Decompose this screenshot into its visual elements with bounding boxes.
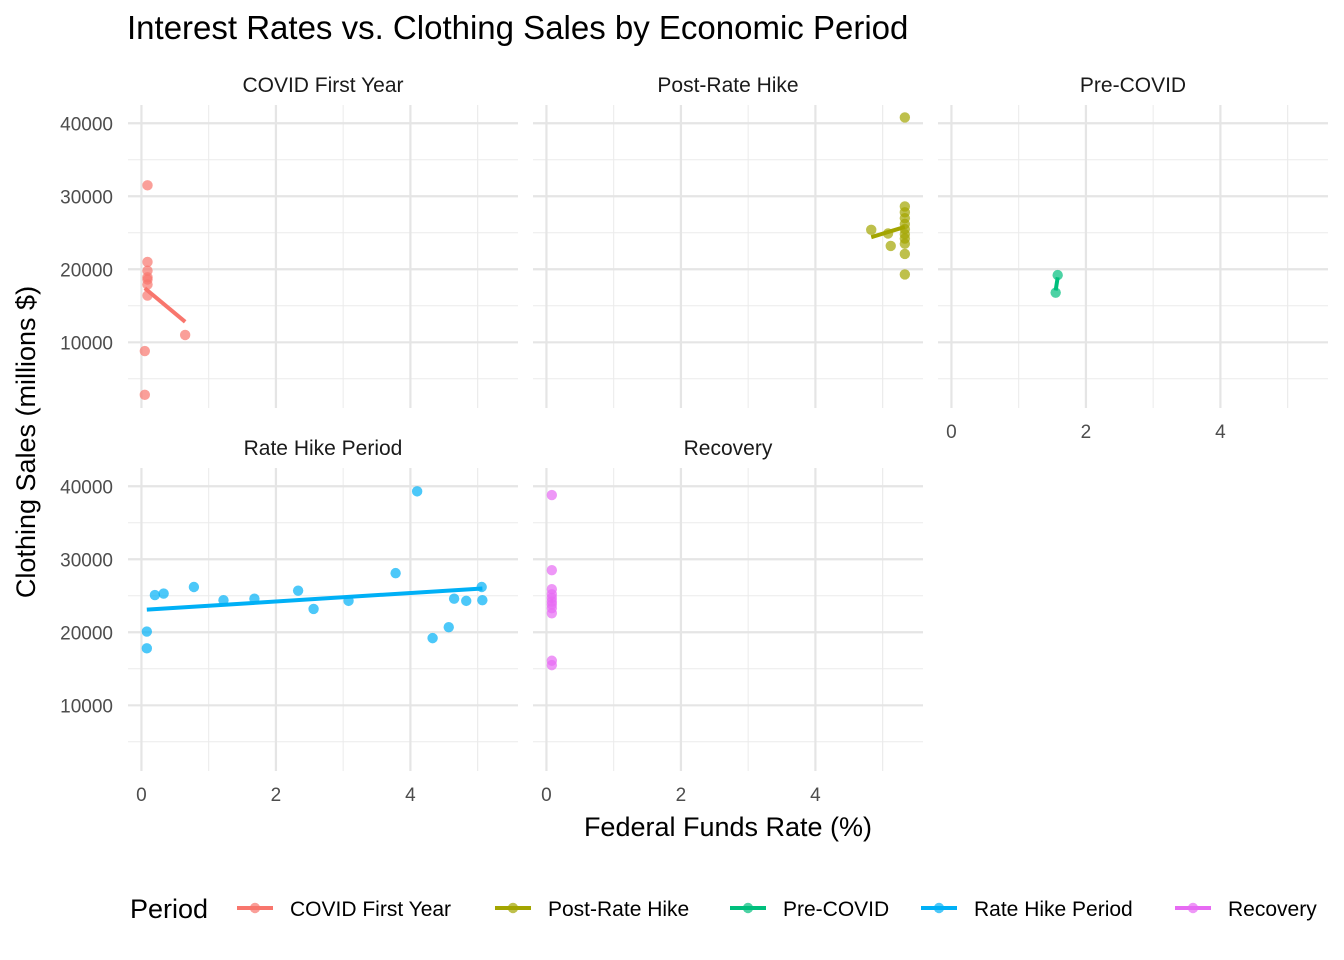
x-tick-label: 0 [946, 422, 957, 443]
data-point [899, 238, 911, 249]
x-tick-label: 4 [1215, 422, 1226, 443]
panel-pre-covid: Pre-COVID 0 2 4 [938, 74, 1328, 443]
legend-key-point [742, 902, 754, 914]
panel-post-rate-hike: Post-Rate Hike [533, 74, 923, 408]
trend-line [146, 586, 483, 612]
data-point [461, 595, 472, 607]
trend-line [870, 225, 906, 240]
panel-strip-label: Pre-COVID [1080, 74, 1186, 97]
x-axis-title: Federal Funds Rate (%) [584, 812, 872, 842]
legend-item-recovery: Recovery [1175, 898, 1317, 921]
y-tick-label: 20000 [60, 260, 113, 281]
panel-recovery: Recovery 0 2 4 [533, 437, 923, 806]
data-point [866, 224, 877, 236]
y-tick-label: 10000 [60, 333, 113, 354]
data-point [141, 643, 153, 654]
data-point [179, 329, 191, 341]
data-point [899, 269, 911, 280]
panel-rate-hike-period: Rate Hike Period 10000 20000 30000 40000 0 2 4 [60, 437, 518, 806]
data-point [546, 659, 558, 671]
data-point [292, 585, 304, 596]
y-tick-label: 20000 [60, 623, 113, 644]
data-point [139, 389, 151, 401]
panel-strip-label: Post-Rate Hike [657, 74, 798, 97]
data-point [142, 279, 153, 290]
data-point [477, 594, 488, 606]
legend-label: Post-Rate Hike [548, 898, 689, 921]
legend-key-point [1187, 902, 1199, 914]
data-point [158, 588, 169, 599]
data-point [546, 489, 558, 501]
x-tick-label: 2 [271, 785, 282, 806]
data-point [443, 621, 454, 633]
y-tick-label: 30000 [60, 550, 113, 571]
data-point [141, 626, 153, 637]
panel-strip-label: Recovery [684, 437, 773, 460]
trend-line [1053, 277, 1060, 291]
data-point [448, 593, 460, 604]
data-point [546, 565, 558, 576]
data-point [142, 180, 153, 191]
data-point [1050, 287, 1061, 298]
data-point [149, 589, 161, 601]
data-point [390, 567, 401, 579]
y-tick-label: 40000 [60, 477, 113, 498]
legend-item-post-rate-hike: Post-Rate Hike [495, 898, 689, 921]
y-tick-label: 10000 [60, 696, 113, 717]
legend-key-point [249, 902, 261, 914]
legend-label: Pre-COVID [783, 898, 889, 921]
data-point [142, 256, 153, 268]
data-point [1052, 269, 1063, 281]
legend-title: Period [130, 894, 208, 924]
data-point [427, 632, 438, 644]
x-tick-label: 0 [541, 785, 552, 806]
data-point [885, 240, 896, 252]
y-axis-title: Clothing Sales (millions $) [11, 286, 41, 598]
x-tick-label: 0 [136, 785, 147, 806]
x-tick-label: 4 [810, 785, 821, 806]
x-tick-label: 2 [676, 785, 687, 806]
legend-key-point [507, 902, 519, 914]
legend-label: COVID First Year [290, 898, 451, 921]
x-tick-label: 4 [405, 785, 416, 806]
panel-covid-first-year: COVID First Year 10000 20000 30000 40000 [60, 74, 518, 408]
data-point [139, 345, 151, 357]
legend-item-covid-first-year: COVID First Year [237, 898, 451, 921]
legend: Period COVID First Year Post-Rate Hike Pre… [130, 894, 1317, 924]
legend-key-point [933, 902, 945, 914]
data-point [308, 603, 319, 615]
legend-item-rate-hike-period: Rate Hike Period [921, 898, 1133, 921]
data-point [899, 112, 911, 123]
trend-line [143, 286, 187, 324]
legend-item-pre-covid: Pre-COVID [730, 898, 889, 921]
y-tick-label: 30000 [60, 187, 113, 208]
chart-panels: COVID First Year 10000 20000 30000 40000 Post… [60, 74, 1328, 806]
chart-title: Interest Rates vs. Clothing Sales by Eco… [127, 9, 908, 46]
legend-label: Rate Hike Period [974, 898, 1133, 921]
panel-strip-label: COVID First Year [242, 74, 403, 97]
data-point [188, 581, 200, 593]
y-tick-label: 40000 [60, 114, 113, 135]
data-point [411, 486, 423, 497]
data-point [899, 248, 911, 260]
data-point [546, 608, 558, 619]
x-tick-label: 2 [1081, 422, 1092, 443]
panel-strip-label: Rate Hike Period [244, 437, 403, 460]
legend-label: Recovery [1228, 898, 1317, 921]
